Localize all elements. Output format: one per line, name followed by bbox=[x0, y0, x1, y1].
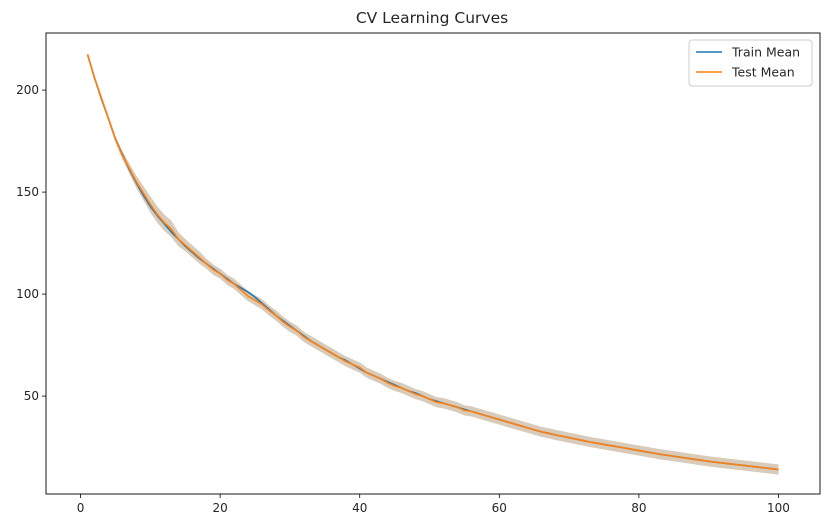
y-tick-label: 200 bbox=[16, 83, 39, 97]
y-tick-label: 50 bbox=[24, 389, 39, 403]
legend-label: Train Mean bbox=[731, 45, 800, 60]
legend: Train Mean Test Mean bbox=[688, 39, 813, 87]
y-tick-label: 150 bbox=[16, 185, 39, 199]
y-tick-label: 100 bbox=[16, 287, 39, 301]
chart-title: CV Learning Curves bbox=[356, 9, 508, 27]
test-mean-line bbox=[86, 54, 779, 471]
plot-frame bbox=[45, 32, 821, 495]
x-tick-label: 100 bbox=[767, 501, 790, 515]
x-tick-label: 20 bbox=[212, 501, 227, 515]
series-line-layer bbox=[86, 54, 779, 471]
x-tick-label: 0 bbox=[77, 501, 85, 515]
x-tick-label: 60 bbox=[492, 501, 507, 515]
x-tick-label: 80 bbox=[631, 501, 646, 515]
x-tick-label: 40 bbox=[352, 501, 367, 515]
axes: 0 20 40 60 80 100 50 100 150 200 bbox=[16, 32, 821, 515]
legend-label: Test Mean bbox=[731, 65, 795, 80]
